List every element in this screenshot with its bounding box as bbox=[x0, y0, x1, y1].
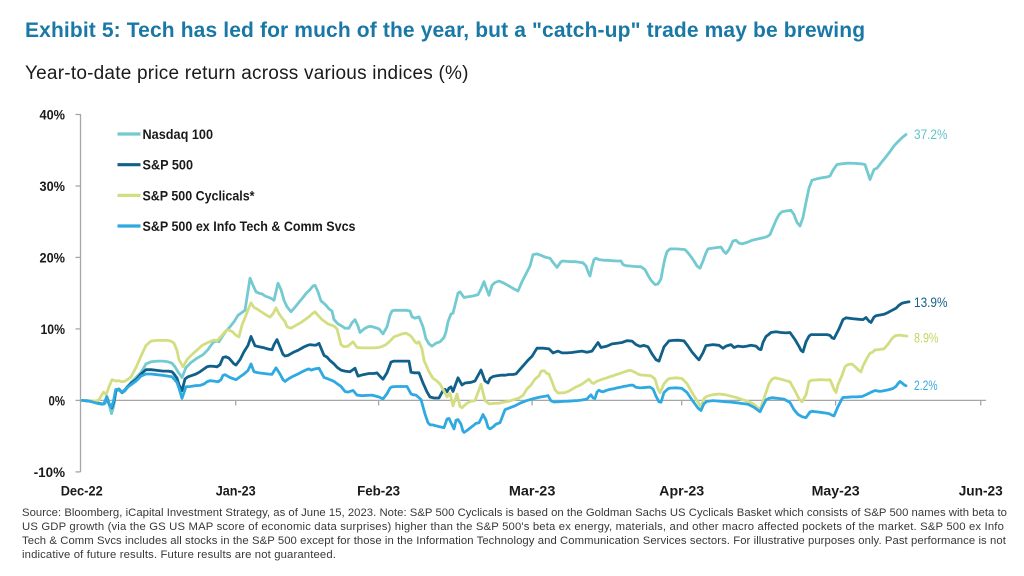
svg-text:S&P 500 Cyclicals*: S&P 500 Cyclicals* bbox=[143, 187, 255, 203]
svg-text:Apr-23: Apr-23 bbox=[659, 483, 704, 499]
svg-text:40%: 40% bbox=[40, 107, 66, 123]
svg-text:20%: 20% bbox=[40, 249, 66, 265]
svg-text:S&P 500 ex Info Tech & Comm Sv: S&P 500 ex Info Tech & Comm Svcs bbox=[143, 218, 356, 234]
svg-text:Feb-23: Feb-23 bbox=[357, 483, 400, 499]
svg-text:May-23: May-23 bbox=[812, 483, 860, 499]
svg-text:-10%: -10% bbox=[34, 464, 66, 480]
svg-text:Mar-23: Mar-23 bbox=[509, 483, 556, 499]
svg-text:10%: 10% bbox=[41, 321, 66, 337]
svg-text:S&P 500: S&P 500 bbox=[143, 157, 194, 173]
svg-text:Dec-22: Dec-22 bbox=[61, 483, 103, 499]
svg-text:30%: 30% bbox=[40, 178, 66, 194]
svg-text:Jan-23: Jan-23 bbox=[216, 483, 256, 499]
svg-text:13.9%: 13.9% bbox=[914, 294, 948, 310]
svg-text:2.2%: 2.2% bbox=[914, 377, 938, 393]
svg-text:0%: 0% bbox=[49, 392, 66, 408]
svg-text:8.9%: 8.9% bbox=[914, 330, 939, 346]
svg-text:37.2%: 37.2% bbox=[914, 126, 948, 142]
svg-text:Nasdaq 100: Nasdaq 100 bbox=[143, 126, 214, 142]
svg-text:Jun-23: Jun-23 bbox=[959, 483, 1003, 499]
